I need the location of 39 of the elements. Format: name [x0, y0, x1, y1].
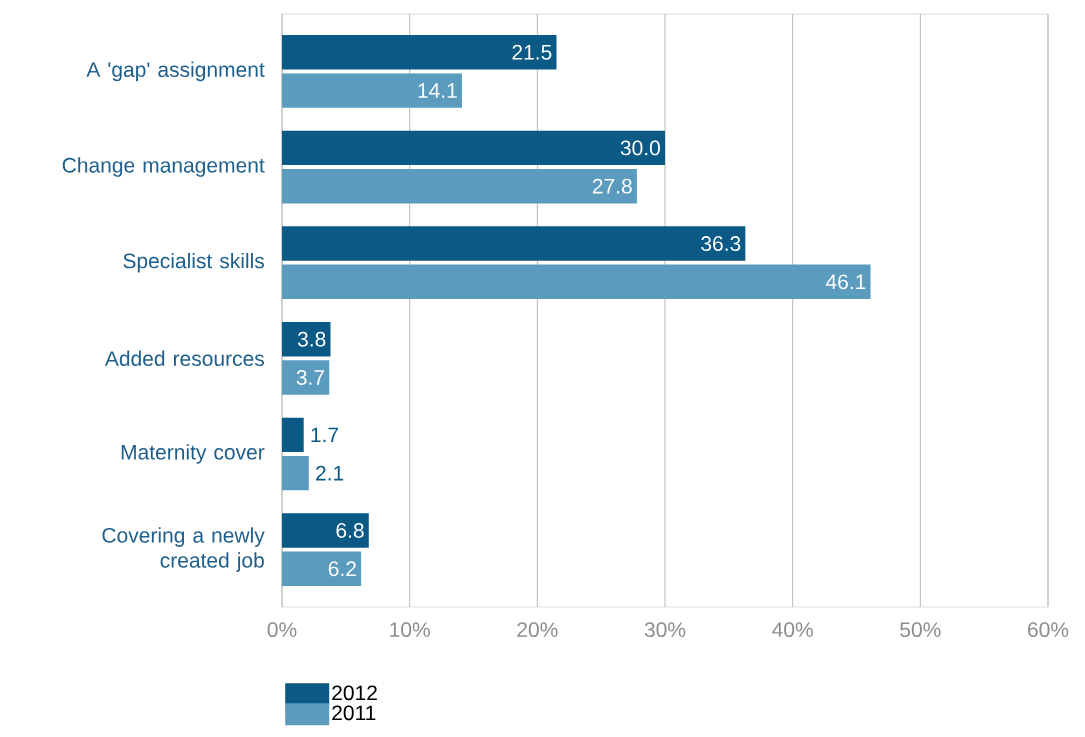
- y-tick-label: Change management: [62, 157, 265, 177]
- x-tick-label: 20%: [517, 622, 558, 638]
- y-tick-label: Added resources: [104, 350, 264, 367]
- data-label: 1.7: [311, 427, 339, 443]
- data-label: 46.1: [825, 274, 866, 290]
- bar: [282, 551, 362, 586]
- x-tick-label: 10%: [390, 622, 430, 638]
- data-label: 30.0: [620, 140, 660, 156]
- data-label: 36.3: [701, 236, 741, 251]
- bar: [282, 264, 871, 300]
- x-tick-label: 0%: [267, 622, 297, 638]
- bar: [282, 360, 330, 395]
- data-label: 21.5: [512, 44, 552, 60]
- bar: [282, 513, 369, 548]
- bar: [282, 73, 463, 108]
- x-tick-label: 30%: [644, 622, 686, 638]
- legend-label: 2011: [332, 705, 376, 721]
- y-tick-label: A 'gap' assignment: [86, 61, 265, 82]
- x-tick-label: 40%: [772, 622, 813, 638]
- bar: [282, 168, 637, 204]
- data-label: 2.1: [316, 465, 344, 481]
- data-label: 6.2: [328, 561, 356, 577]
- y-tick-label: Covering a newly created job: [102, 527, 265, 572]
- bar: [282, 35, 557, 70]
- bar: [282, 226, 746, 261]
- data-label: 3.7: [296, 370, 324, 385]
- legend-label: 2012: [332, 685, 377, 701]
- bar: [282, 130, 665, 166]
- bar: [282, 417, 304, 453]
- data-label: 27.8: [592, 178, 632, 194]
- x-tick-label: 50%: [900, 622, 941, 638]
- data-label: 6.8: [336, 523, 364, 538]
- y-tick-label: Specialist skills: [123, 252, 264, 273]
- x-tick-label: 60%: [1028, 622, 1069, 638]
- data-label: 14.1: [418, 83, 457, 98]
- bar: [282, 455, 309, 491]
- y-tick-label: Maternity cover: [121, 444, 265, 464]
- bar: [282, 321, 331, 357]
- data-label: 3.8: [297, 331, 326, 347]
